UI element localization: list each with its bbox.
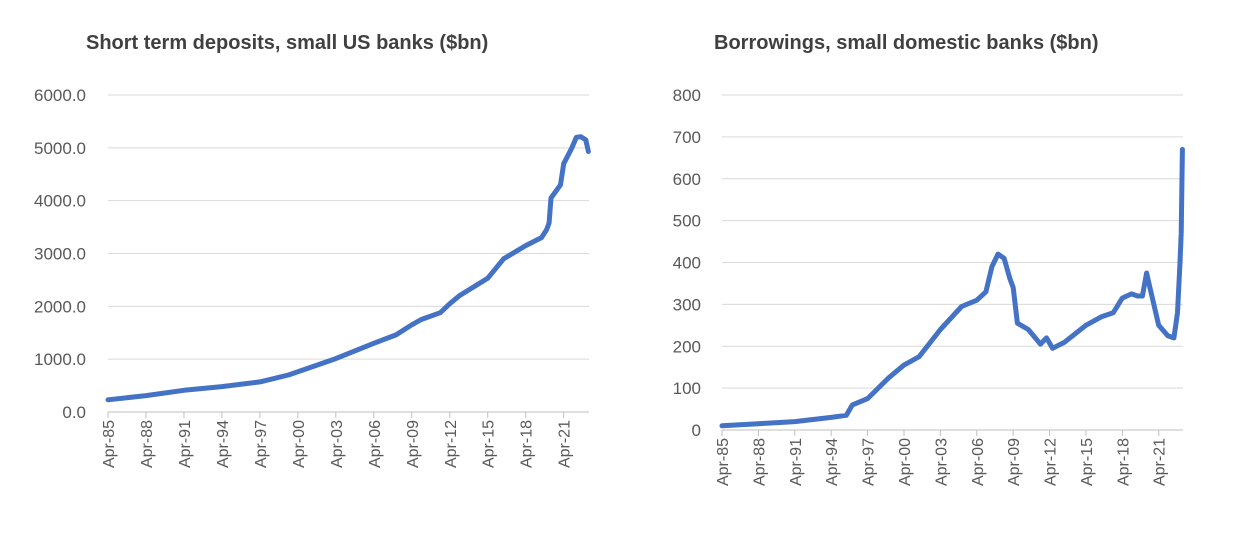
deposits-x-tick-label: Apr-88 <box>139 420 156 468</box>
deposits-x-tick-label: Apr-09 <box>405 420 422 468</box>
deposits-x-tick-label: Apr-97 <box>253 420 270 468</box>
borrowings-x-tick-label: Apr-91 <box>788 438 805 486</box>
deposits-y-tick-label: 4000.0 <box>34 192 86 211</box>
borrowings-y-tick-label: 400 <box>673 254 701 273</box>
deposits-x-tick-label: Apr-85 <box>101 420 118 468</box>
deposits-x-tick-label: Apr-94 <box>215 420 232 468</box>
borrowings-y-tick-label: 500 <box>673 212 701 231</box>
borrowings-y-tick-label: 300 <box>673 295 701 314</box>
deposits-x-tick-label: Apr-06 <box>367 420 384 468</box>
borrowings-x-tick-label: Apr-09 <box>1006 438 1023 486</box>
borrowings-y-tick-label: 200 <box>673 337 701 356</box>
borrowings-y-tick-label: 600 <box>673 170 701 189</box>
deposits-x-tick-label: Apr-91 <box>177 420 194 468</box>
deposits-y-tick-label: 1000.0 <box>34 350 86 369</box>
borrowings-x-tick-label: Apr-88 <box>751 438 768 486</box>
borrowings-x-tick-label: Apr-21 <box>1152 438 1169 486</box>
borrowings-x-tick-label: Apr-12 <box>1043 438 1060 486</box>
borrowings-x-tick-label: Apr-18 <box>1115 438 1132 486</box>
borrowings-y-tick-label: 100 <box>673 379 701 398</box>
deposits-y-tick-label: 2000.0 <box>34 297 86 316</box>
borrowings-x-tick-label: Apr-06 <box>970 438 987 486</box>
deposits-x-tick-label: Apr-18 <box>519 420 536 468</box>
borrowings-x-tick-label: Apr-15 <box>1079 438 1096 486</box>
deposits-y-tick-label: 5000.0 <box>34 139 86 158</box>
deposits-x-tick-label: Apr-00 <box>291 420 308 468</box>
borrowings-x-tick-label: Apr-97 <box>861 438 878 486</box>
chart-title-deposits: Short term deposits, small US banks ($bn… <box>86 32 489 54</box>
deposits-x-tick-label: Apr-21 <box>557 420 574 468</box>
borrowings-x-tick-label: Apr-00 <box>897 438 914 486</box>
borrowings-y-tick-label: 800 <box>673 86 701 105</box>
deposits-series-line <box>105 134 591 403</box>
deposits-x-tick-label: Apr-12 <box>443 420 460 468</box>
deposits-x-tick-label: Apr-15 <box>481 420 498 468</box>
borrowings-y-tick-label: 700 <box>673 128 701 147</box>
deposits-y-tick-label: 6000.0 <box>34 86 86 105</box>
deposits-y-tick-label: 0.0 <box>62 403 86 422</box>
chart-title-borrowings: Borrowings, small domestic banks ($bn) <box>714 32 1099 54</box>
borrowings-x-tick-label: Apr-94 <box>824 438 841 486</box>
borrowings-x-tick-label: Apr-03 <box>933 438 950 486</box>
borrowings-series-line <box>719 146 1185 429</box>
borrowings-x-tick-label: Apr-85 <box>715 438 732 486</box>
borrowings-y-tick-label: 0 <box>692 421 701 440</box>
deposits-y-tick-label: 3000.0 <box>34 245 86 264</box>
deposits-x-tick-label: Apr-03 <box>329 420 346 468</box>
